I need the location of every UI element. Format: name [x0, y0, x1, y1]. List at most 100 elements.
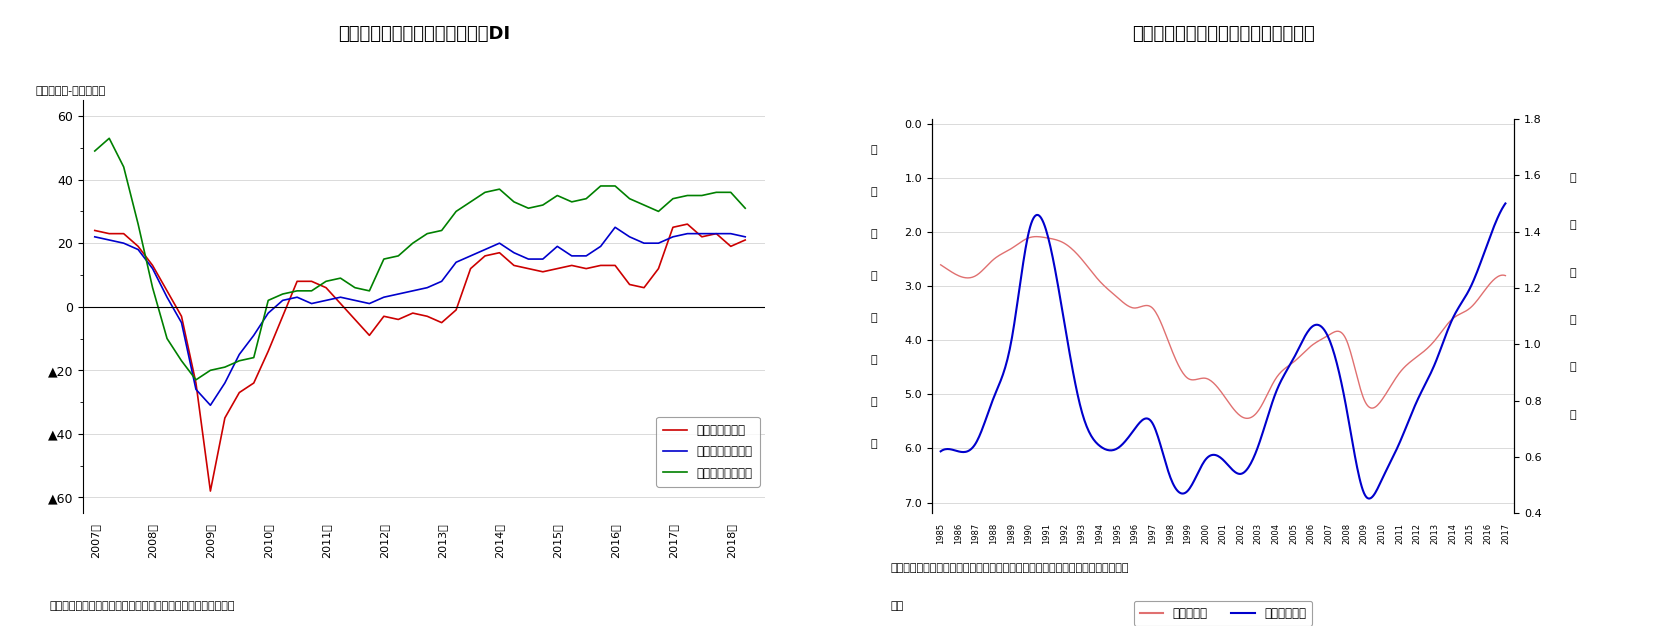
大企業・不動産業: [186, 376, 206, 384]
大企業・不動産業: [474, 188, 494, 196]
大企業・非製造業: [113, 239, 133, 247]
大企業・製造業: [504, 262, 524, 269]
大企業・不動産業: [100, 135, 120, 142]
大企業・不動産業: [331, 274, 351, 282]
大企業・非製造業: [316, 297, 336, 304]
完全失業率: [1238, 414, 1258, 422]
大企業・非製造業: [85, 233, 105, 240]
大企業・不動産業: [619, 195, 639, 202]
大企業・製造業: [606, 262, 626, 269]
大企業・非製造業: [230, 351, 250, 358]
大企業・不動産業: [273, 290, 293, 298]
大企業・非製造業: [562, 252, 582, 260]
大企業・製造業: [474, 252, 494, 260]
大企業・不動産業: [692, 192, 712, 199]
Text: ％: ％: [870, 397, 877, 407]
大企業・不動産業: [532, 202, 552, 209]
Text: 業: 業: [870, 271, 877, 281]
完全失業率: [1396, 362, 1416, 369]
大企業・製造業: [245, 379, 265, 387]
Text: 図表－３　日銀短観　業況判断DI: 図表－３ 日銀短観 業況判断DI: [338, 25, 511, 43]
大企業・不動産業: [547, 192, 567, 199]
大企業・非製造業: [344, 297, 364, 304]
大企業・非製造業: [128, 246, 148, 254]
完全失業率: [1238, 414, 1258, 422]
有効求人倍率: [1236, 466, 1256, 474]
大企業・不動産業: [128, 220, 148, 228]
大企業・不動産業: [504, 198, 524, 205]
大企業・製造業: [649, 265, 669, 272]
Text: 失: 失: [870, 229, 877, 239]
Line: 完全失業率: 完全失業率: [940, 237, 1506, 418]
大企業・非製造業: [403, 287, 423, 295]
大企業・不動産業: [677, 192, 697, 199]
有効求人倍率: [1394, 427, 1414, 434]
完全失業率: [1200, 376, 1220, 384]
Text: 出所）日本銀行の公表データをもとにニッセイ基礎研究所作成: 出所）日本銀行の公表データをもとにニッセイ基礎研究所作成: [50, 601, 235, 611]
Line: 有効求人倍率: 有効求人倍率: [940, 203, 1506, 498]
大企業・不動産業: [576, 195, 596, 202]
大企業・非製造業: [431, 277, 451, 285]
大企業・非製造業: [649, 239, 669, 247]
大企業・不動産業: [316, 277, 336, 285]
大企業・製造業: [273, 312, 293, 320]
完全失業率: [1484, 275, 1504, 283]
大企業・非製造業: [576, 252, 596, 260]
Text: 効: 効: [1569, 220, 1576, 230]
大企業・不動産業: [519, 205, 539, 212]
完全失業率: [1496, 272, 1516, 279]
大企業・製造業: [374, 312, 394, 320]
Text: 図表－４　完全失業率と有効求人倍率: 図表－４ 完全失業率と有効求人倍率: [1132, 25, 1315, 43]
大企業・製造業: [230, 389, 250, 396]
完全失業率: [1270, 371, 1290, 378]
大企業・非製造業: [519, 255, 539, 263]
大企業・不動産業: [418, 230, 438, 237]
大企業・製造業: [735, 236, 755, 244]
大企業・製造業: [288, 277, 308, 285]
大企業・不動産業: [634, 202, 654, 209]
大企業・製造業: [388, 316, 408, 323]
大企業・不動産業: [431, 227, 451, 234]
大企業・非製造業: [143, 265, 163, 272]
大企業・不動産業: [258, 297, 278, 304]
大企業・不動産業: [706, 188, 726, 196]
大企業・製造業: [446, 306, 466, 314]
大企業・不動産業: [403, 239, 423, 247]
大企業・不動産業: [721, 188, 740, 196]
大企業・非製造業: [301, 300, 321, 307]
大企業・製造業: [128, 243, 148, 250]
大企業・製造業: [634, 284, 654, 292]
大企業・製造業: [692, 233, 712, 240]
Line: 大企業・非製造業: 大企業・非製造業: [95, 227, 745, 405]
大企業・非製造業: [245, 332, 265, 339]
大企業・不動産業: [85, 147, 105, 155]
大企業・非製造業: [288, 294, 308, 301]
大企業・不動産業: [230, 357, 250, 364]
大企業・不動産業: [446, 208, 466, 215]
大企業・不動産業: [649, 208, 669, 215]
大企業・不動産業: [461, 198, 481, 205]
大企業・非製造業: [532, 255, 552, 263]
Text: 率: 率: [870, 313, 877, 323]
有効求人倍率: [1496, 200, 1516, 207]
大企業・非製造業: [735, 233, 755, 240]
大企業・製造業: [403, 309, 423, 317]
大企業・非製造業: [171, 319, 191, 326]
大企業・非製造業: [489, 239, 509, 247]
大企業・不動産業: [288, 287, 308, 295]
Legend: 完全失業率, 有効求人倍率: 完全失業率, 有効求人倍率: [1133, 601, 1313, 626]
大企業・非製造業: [474, 246, 494, 254]
大企業・非製造業: [547, 243, 567, 250]
大企業・製造業: [200, 487, 220, 495]
大企業・製造業: [576, 265, 596, 272]
大企業・非製造業: [591, 243, 611, 250]
大企業・非製造業: [706, 230, 726, 237]
大企業・製造業: [316, 284, 336, 292]
大企業・製造業: [619, 280, 639, 288]
Text: 全: 全: [870, 187, 877, 197]
Text: （: （: [870, 355, 877, 365]
有効求人倍率: [1198, 453, 1218, 460]
大企業・製造業: [258, 347, 278, 355]
大企業・非製造業: [156, 294, 176, 301]
Text: 人: 人: [1569, 315, 1576, 325]
